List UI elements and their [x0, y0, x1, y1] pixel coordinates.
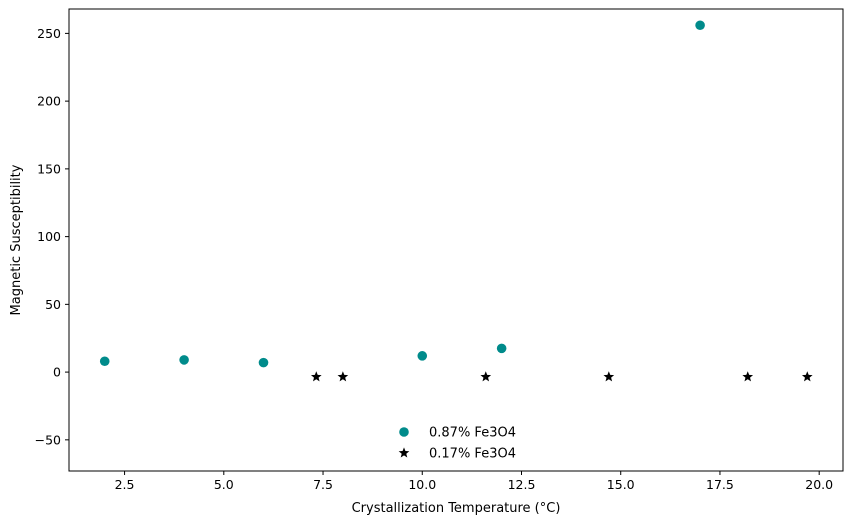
data-point-series-1: [480, 371, 492, 382]
data-point-series-1: [310, 371, 322, 382]
legend: 0.87% Fe3O4 0.17% Fe3O4: [398, 426, 516, 462]
x-tick-label: 5.0: [214, 477, 234, 492]
y-tick-label: 50: [45, 297, 61, 312]
x-tick-label: 17.5: [706, 477, 734, 492]
data-point-series-0: [258, 357, 269, 368]
x-tick-label: 20.0: [805, 477, 833, 492]
y-tick-label: 150: [37, 161, 61, 176]
x-tick-label: 10.0: [408, 477, 436, 492]
x-tick-label: 15.0: [607, 477, 635, 492]
data-marks: [99, 20, 813, 382]
data-point-series-1: [801, 371, 813, 382]
legend-label-0: 0.87% Fe3O4: [429, 426, 516, 441]
x-axis-label: Crystallization Temperature (°C): [352, 501, 561, 516]
legend-label-1: 0.17% Fe3O4: [429, 447, 516, 462]
y-axis: −50 0 50 100 150 200 250: [35, 26, 69, 447]
y-tick-label: 200: [37, 94, 61, 109]
data-point-series-1: [742, 371, 754, 382]
data-point-series-0: [695, 20, 705, 31]
data-point-series-0: [496, 343, 507, 354]
data-point-series-0: [99, 356, 110, 367]
data-point-series-0: [417, 351, 428, 361]
x-tick-label: 7.5: [313, 477, 333, 492]
data-point-series-1: [603, 371, 615, 382]
y-tick-label: 0: [53, 365, 61, 380]
plot-area: [68, 8, 844, 472]
legend-marker-1: [398, 447, 410, 458]
y-tick-label: 250: [37, 26, 61, 41]
legend-marker-0: [399, 427, 409, 437]
x-tick-label: 12.5: [508, 477, 536, 492]
data-point-series-1: [337, 371, 349, 382]
x-axis: 2.5 5.0 7.5 10.0 12.5 15.0 17.5 20.0: [115, 471, 833, 492]
x-tick-label: 2.5: [115, 477, 135, 492]
y-axis-label: Magnetic Susceptibility: [9, 164, 24, 315]
y-tick-label: 100: [37, 229, 61, 244]
data-point-series-0: [179, 355, 189, 365]
y-tick-label: −50: [35, 432, 61, 447]
